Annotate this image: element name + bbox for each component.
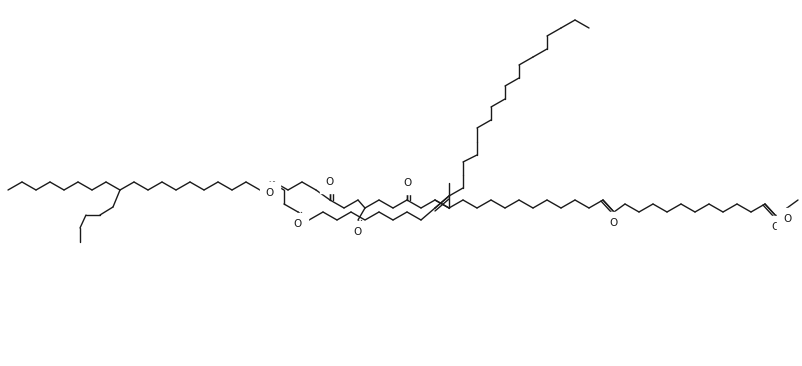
Text: O: O [772,222,780,232]
Text: O: O [783,214,791,224]
Text: O: O [610,218,618,228]
Text: O: O [294,219,302,229]
Text: O: O [266,188,274,198]
Text: O: O [326,177,334,187]
Text: O: O [354,227,363,237]
Text: O: O [403,178,411,188]
